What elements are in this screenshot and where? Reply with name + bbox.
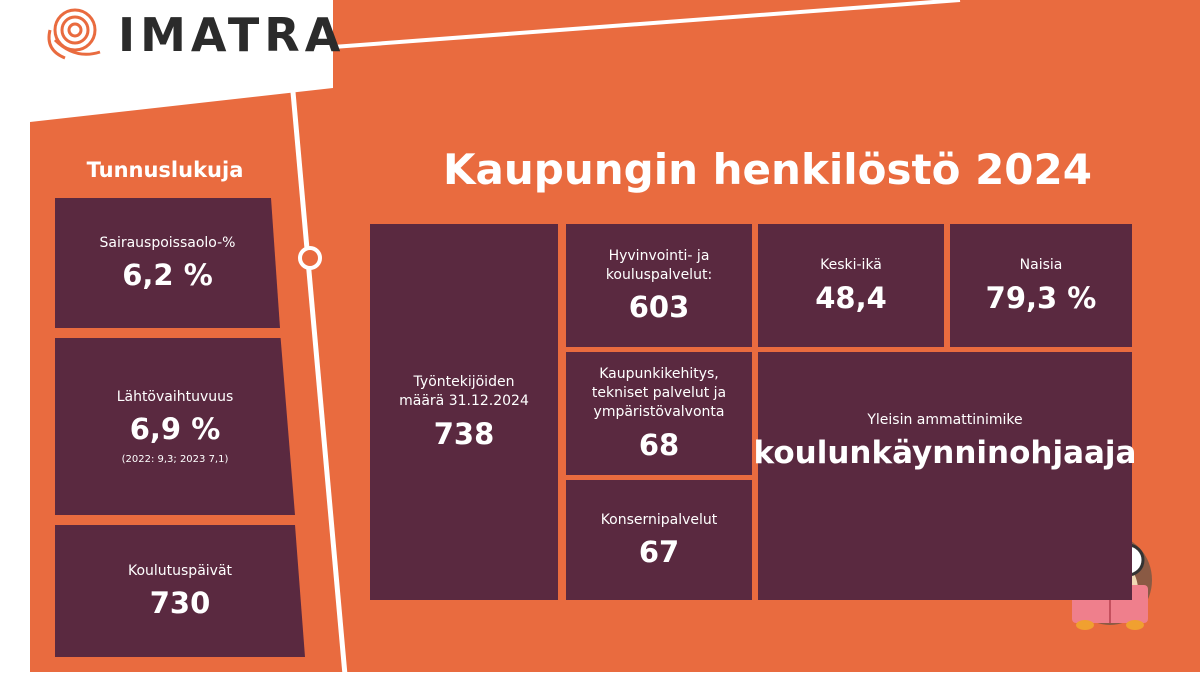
stat-tile: Kaupunkikehitys, tekniset palvelut ja ym… xyxy=(566,352,752,475)
tile-label: Työntekijöiden määrä 31.12.2024 xyxy=(399,374,529,409)
card-label: Lähtövaihtuvuus xyxy=(116,388,234,405)
tile-value: 79,3 % xyxy=(985,280,1097,315)
stat-tile: Työntekijöiden määrä 31.12.2024 738 xyxy=(370,224,558,600)
tile-value: 738 xyxy=(433,416,495,451)
tile-label: Keski-ikä xyxy=(820,257,882,274)
stat-tile: Naisia 79,3 % xyxy=(950,224,1132,347)
card-value: 6,2 % xyxy=(122,258,213,293)
card-note: (2022: 9,3; 2023 7,1) xyxy=(121,454,229,466)
card-label: Sairauspoissaolo-% xyxy=(99,234,236,251)
tile-value: 603 xyxy=(628,290,690,325)
logo-icon xyxy=(47,8,101,60)
sidebar-title: Tunnuslukuja xyxy=(86,158,244,182)
tile-value: koulunkäynninohjaaja xyxy=(753,435,1137,472)
tile-value: 48,4 xyxy=(815,280,887,315)
stat-tile: Hyvinvointi- ja kouluspalvelut: 603 xyxy=(566,224,752,347)
divider-line xyxy=(290,91,348,675)
tile-label: Kaupunkikehitys, tekniset palvelut ja ym… xyxy=(591,366,727,420)
tile-label: Konsernipalvelut xyxy=(600,511,718,528)
card-value: 730 xyxy=(149,586,211,621)
card-value: 6,9 % xyxy=(129,412,221,447)
tile-label: Naisia xyxy=(1019,257,1063,274)
tile-label: Hyvinvointi- ja kouluspalvelut: xyxy=(605,247,713,283)
stat-tile: Konsernipalvelut 67 xyxy=(566,480,752,600)
stat-tile: Keski-ikä 48,4 xyxy=(758,224,944,347)
tile-value: 68 xyxy=(638,427,680,462)
divider-line xyxy=(332,0,961,49)
stat-tile: Yleisin ammattinimike koulunkäynninohjaaj… xyxy=(754,352,1136,600)
sidebar-card: Lähtövaihtuvuus 6,9 % (2022: 9,3; 2023 7,1… xyxy=(55,338,295,515)
tile-value: 67 xyxy=(638,535,680,570)
node-circle xyxy=(298,246,322,270)
tile-label: Yleisin ammattinimike xyxy=(867,411,1023,428)
main-title: Kaupungin henkilöstö 2024 xyxy=(443,145,1092,194)
logo-text: IMATRA xyxy=(118,8,346,62)
sidebar-card: Koulutuspäivät 730 xyxy=(55,525,305,657)
card-label: Koulutuspäivät xyxy=(127,562,233,579)
sidebar-card: Sairauspoissaolo-% 6,2 % xyxy=(55,198,280,328)
